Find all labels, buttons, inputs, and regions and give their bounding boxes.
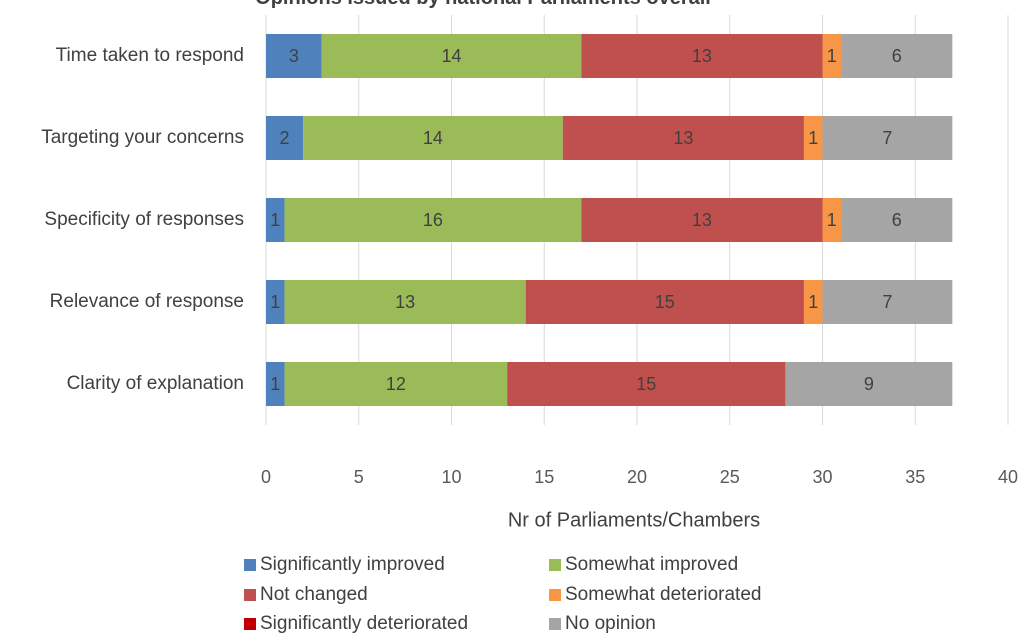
x-axis-title: Nr of Parliaments/Chambers [508,509,760,531]
x-tick-label: 25 [720,467,740,487]
bar-segment [581,34,823,78]
data-label: 16 [423,210,443,230]
bar-segment [822,198,842,242]
bar-segment [266,362,285,406]
bar-segment [803,116,823,160]
category-label: Targeting your concerns [41,127,244,148]
bar-segment [266,280,285,324]
category-label: Time taken to respond [56,45,244,66]
data-label: 1 [827,46,837,66]
data-label: 15 [655,292,675,312]
category-labels: Time taken to respond Targeting your conc… [41,45,244,394]
legend-label: Somewhat deteriorated [565,584,761,605]
bar-segment [284,362,508,406]
data-label: 6 [892,46,902,66]
bar-segment [284,198,582,242]
bar-segment [266,116,304,160]
data-label: 13 [692,210,712,230]
x-axis-ticks: 0 5 10 15 20 25 30 35 40 [261,467,1018,487]
chart-title: Opinions issued by national Parliaments … [255,0,711,9]
bar-segment [562,116,804,160]
x-tick-label: 10 [441,467,461,487]
bar-segment [841,198,953,242]
data-label: 1 [808,292,818,312]
data-label: 13 [395,292,415,312]
legend-swatch [244,618,256,630]
data-label: 1 [270,210,280,230]
x-tick-label: 15 [534,467,554,487]
legend-label: No opinion [565,613,656,634]
data-label: 1 [270,292,280,312]
bar-segment [803,280,823,324]
x-tick-label: 20 [627,467,647,487]
bar-segment [822,34,842,78]
category-label: Specificity of responses [44,209,244,230]
legend-swatch [549,559,561,571]
data-label: 1 [270,374,280,394]
bar-segment [525,280,804,324]
data-label: 2 [280,128,290,148]
category-label: Relevance of response [50,291,244,312]
data-label: 6 [892,210,902,230]
bar-segment [822,116,953,160]
legend-label: Significantly deteriorated [260,613,468,634]
x-tick-label: 5 [354,467,364,487]
data-label: 1 [808,128,818,148]
data-label: 14 [423,128,443,148]
bar-segment [581,198,823,242]
legend-swatch [244,589,256,601]
bar-segment [266,34,322,78]
x-tick-label: 0 [261,467,271,487]
bar-segment [303,116,563,160]
bar-segment [321,34,582,78]
legend-label: Significantly improved [260,554,445,575]
x-tick-label: 35 [905,467,925,487]
bar-segment [507,362,786,406]
bar-segment [284,280,526,324]
bar-segment [785,362,953,406]
data-label: 1 [827,210,837,230]
data-label: 12 [386,374,406,394]
x-tick-label: 40 [998,467,1018,487]
bars: 3 14 13 1 62 14 13 1 71 16 13 1 61 13 15 1 71 12 15 9 [266,34,953,406]
legend-swatch [549,589,561,601]
legend-swatch [549,618,561,630]
x-tick-label: 30 [812,467,832,487]
legend-label: Somewhat improved [565,554,738,575]
bar-segment [822,280,953,324]
data-label: 7 [882,292,892,312]
legend-swatch [244,559,256,571]
data-label: 13 [692,46,712,66]
data-label: 7 [882,128,892,148]
data-label: 13 [673,128,693,148]
legend: Significantly improved Somewhat improved N… [244,554,761,634]
data-label: 9 [864,374,874,394]
data-label: 15 [636,374,656,394]
data-label: 14 [441,46,461,66]
category-label: Clarity of explanation [67,373,244,394]
legend-label: Not changed [260,584,368,605]
bar-segment [841,34,953,78]
bar-segment [266,198,285,242]
data-label: 3 [289,46,299,66]
